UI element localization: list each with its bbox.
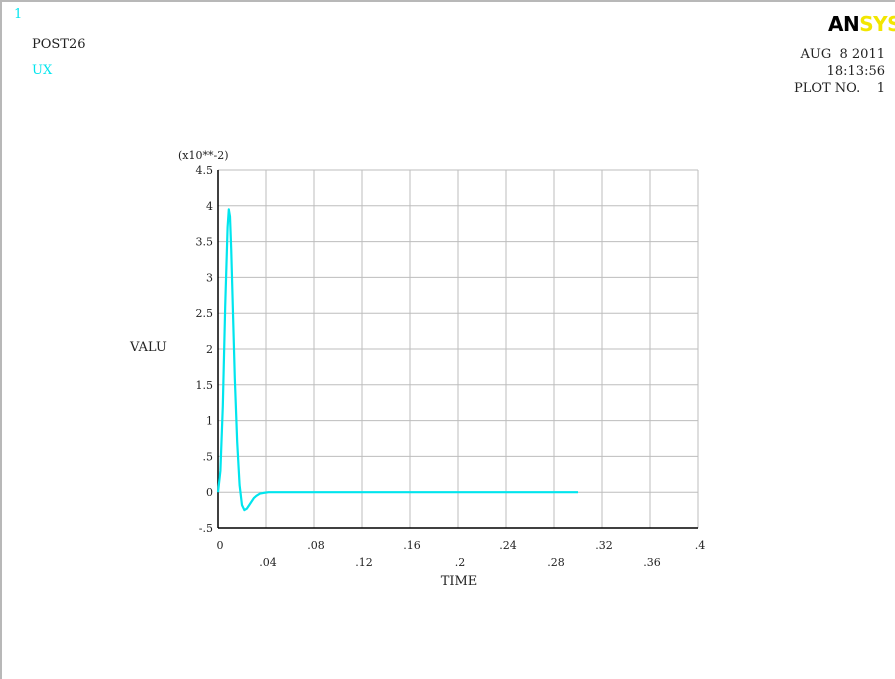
ux-series-line (216, 208, 578, 512)
y-tick-label: 0 (206, 486, 213, 499)
x-tick-label: .04 (259, 556, 277, 569)
ansys-logo: ANSYS (828, 14, 895, 34)
x-tick-label: .4 (695, 539, 706, 552)
plot-number: PLOT NO. 1 (793, 81, 885, 96)
module-name: POST26 (32, 37, 86, 52)
y-multiplier-label: (x10**-2) (178, 149, 229, 162)
x-tick-label: .32 (595, 539, 613, 552)
y-axis-title: VALU (129, 340, 167, 355)
y-tick-label: -.5 (199, 522, 213, 535)
x-tick-label: .36 (643, 556, 661, 569)
plot-date: AUG 8 2011 (800, 47, 885, 62)
ansys-logo-yellow: SYS (859, 12, 895, 36)
x-tick-label: .16 (403, 539, 421, 552)
y-tick-label: 2.5 (196, 307, 214, 320)
variable-label: UX (32, 63, 53, 78)
x-tick-label: .24 (499, 539, 517, 552)
y-tick-label: 4.5 (196, 164, 214, 177)
y-tick-label: 2 (206, 343, 213, 356)
x-tick-label: .28 (547, 556, 565, 569)
plot-time: 18:13:56 (826, 64, 885, 79)
window-number: 1 (14, 7, 23, 22)
x-tick-label: .12 (355, 556, 373, 569)
x-tick-label: 0 (217, 539, 224, 552)
x-tick-label: .08 (307, 539, 325, 552)
y-tick-label: 3.5 (196, 236, 214, 249)
y-tick-label: .5 (203, 450, 214, 463)
x-tick-label: .2 (455, 556, 466, 569)
y-tick-label: 1 (206, 415, 213, 428)
y-tick-label: 1.5 (196, 379, 214, 392)
ansys-logo-dark: AN (828, 12, 860, 36)
y-tick-label: 3 (206, 271, 213, 284)
y-tick-label: 4 (206, 200, 213, 213)
x-axis-title: TIME (441, 574, 478, 589)
